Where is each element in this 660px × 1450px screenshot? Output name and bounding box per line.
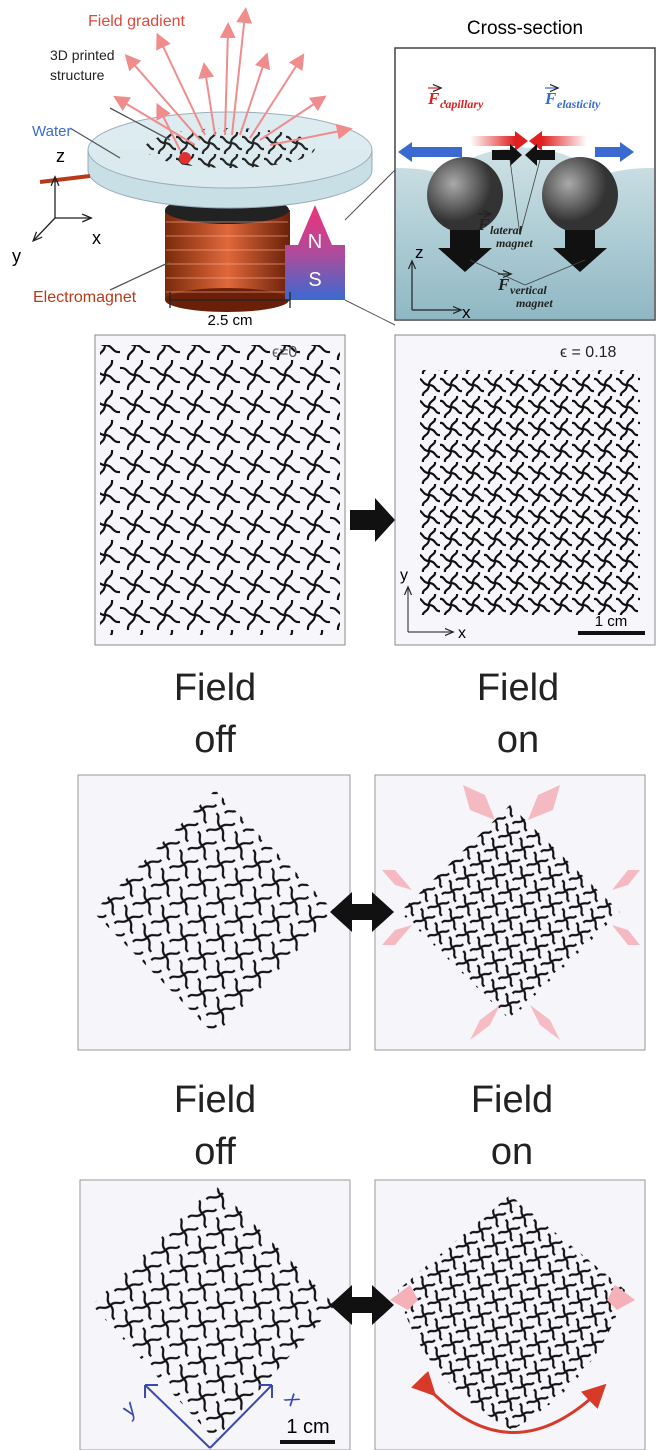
axis-label: z xyxy=(415,243,424,262)
field-gradient-label: Field gradient xyxy=(88,13,186,30)
panel-heading: on xyxy=(497,719,539,761)
scale-label: 2.5 cm xyxy=(207,312,252,329)
force-symbol: F xyxy=(427,89,440,108)
force-subscript: capillary xyxy=(440,97,484,111)
north-label: N xyxy=(308,231,322,253)
force-symbol: F xyxy=(477,215,490,234)
panel-heading: off xyxy=(194,719,236,761)
south-label: S xyxy=(308,269,321,291)
decoration-path xyxy=(34,218,55,240)
axis-label: x xyxy=(462,303,471,322)
decoration-ellipse xyxy=(145,128,315,168)
isotropic-panel: Field off Field on xyxy=(78,667,645,1050)
scale-label: 1 cm xyxy=(286,1416,329,1438)
panel-heading: Field xyxy=(174,1079,256,1121)
decoration-line xyxy=(345,300,395,325)
panel-heading: on xyxy=(491,1131,533,1173)
force-symbol: F xyxy=(544,89,557,108)
force-symbol: F xyxy=(497,275,510,294)
decoration-rect xyxy=(420,370,640,615)
panel-heading: Field xyxy=(471,1079,553,1121)
panel-heading: Field xyxy=(477,667,559,709)
force-subscript: lateral xyxy=(490,223,523,237)
decoration-line xyxy=(110,262,170,290)
decoration-line xyxy=(40,176,90,182)
decoration-circle xyxy=(179,152,191,164)
electromagnet-label: Electromagnet xyxy=(33,289,137,306)
figure: Field gradient 3D printed structure Wate… xyxy=(0,0,660,1450)
axis-label: x xyxy=(458,625,466,642)
panel-heading: Field xyxy=(174,667,256,709)
bending-panel: Field off Field on y x 1 cm xyxy=(80,1079,645,1450)
schematic: Field gradient 3D printed structure Wate… xyxy=(12,13,395,329)
decoration-rect xyxy=(412,147,462,157)
strain-label: ϵ = 0.18 xyxy=(560,344,617,361)
strain-label: ϵ=0 xyxy=(272,344,297,361)
decoration-circle xyxy=(427,157,503,233)
coil xyxy=(165,196,290,312)
decoration-circle xyxy=(542,157,618,233)
force-subscript: vertical xyxy=(510,283,547,297)
dish xyxy=(88,112,372,208)
force-subscript: elasticity xyxy=(557,97,601,111)
structure-label: structure xyxy=(50,67,105,83)
decoration-rect xyxy=(595,147,620,157)
decoration-rect xyxy=(100,345,340,635)
axis-label: y xyxy=(400,567,408,584)
strain-panel: ϵ=0 ϵ = 0.18 y x 1 cm xyxy=(95,335,655,645)
axis-label: y xyxy=(12,246,21,266)
force-subscript: magnet xyxy=(496,236,533,250)
decoration-rect xyxy=(542,136,587,146)
water-label: Water xyxy=(32,123,71,140)
force-subscript: magnet xyxy=(516,296,553,310)
structure-label: 3D printed xyxy=(50,47,115,63)
panel-heading: off xyxy=(194,1131,236,1173)
cross-section-title: Cross-section xyxy=(467,18,583,39)
axis-label: z xyxy=(56,146,65,166)
axis-label: x xyxy=(92,228,101,248)
scale-label: 1 cm xyxy=(595,613,628,630)
decoration-rect xyxy=(470,136,515,146)
decoration-polygon xyxy=(350,498,395,542)
